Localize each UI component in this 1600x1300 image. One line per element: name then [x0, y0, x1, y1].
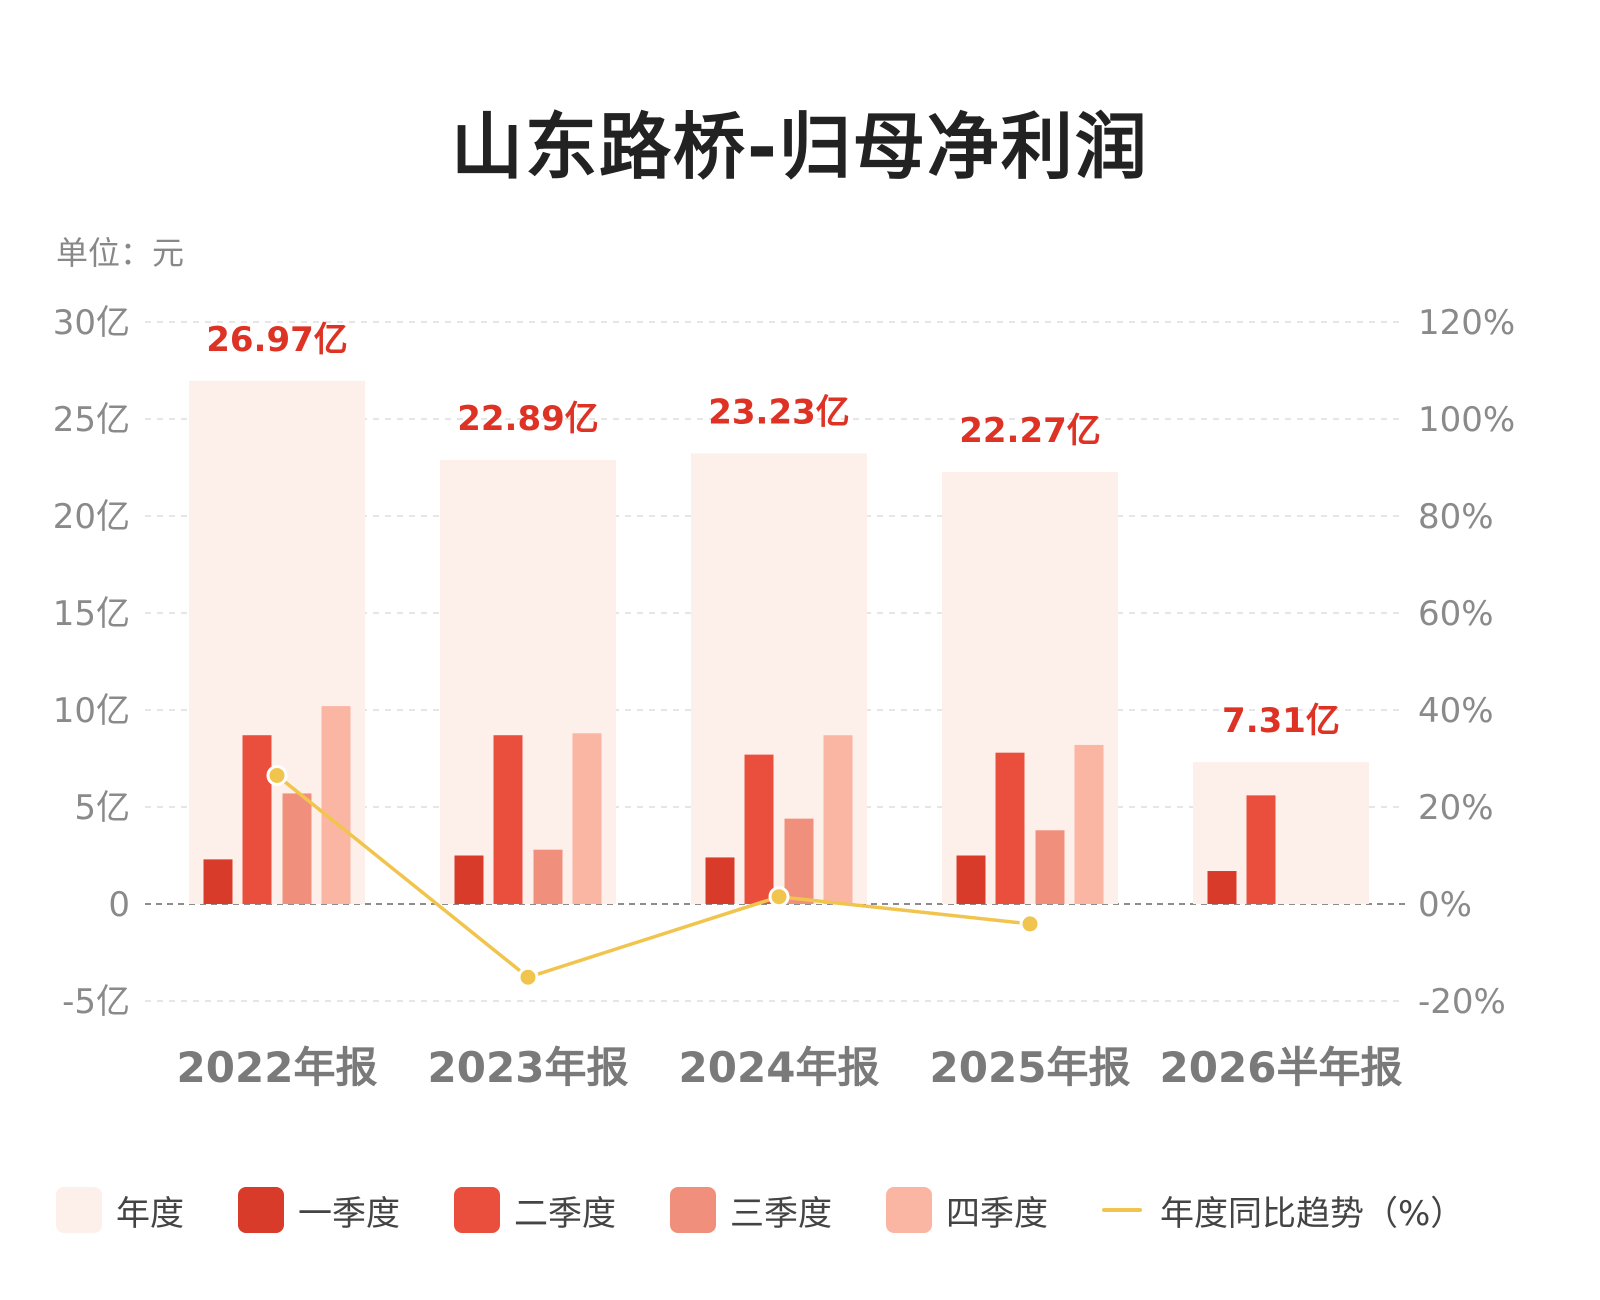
x-category-label: 2025年报 [930, 1043, 1131, 1092]
y-tick-label: -5亿 [62, 982, 130, 1022]
trend-point [266, 764, 288, 786]
annual-value-label: 22.27亿 [959, 411, 1101, 451]
legend-label: 二季度 [514, 1193, 616, 1234]
annual-value-label: 26.97亿 [206, 320, 348, 360]
unit-label: 单位：元 [56, 234, 185, 272]
q1-bar [454, 855, 484, 904]
q2-bar [744, 754, 774, 904]
annual-value-label: 22.89亿 [457, 399, 599, 439]
y-tick-label: 0 [108, 885, 130, 925]
y-tick-label: 15亿 [53, 594, 130, 634]
q3-bar [784, 818, 814, 904]
legend-swatch [56, 1187, 102, 1233]
legend-label: 三季度 [730, 1193, 832, 1234]
legend-swatch [238, 1187, 284, 1233]
legend-label: 年度 [116, 1193, 184, 1234]
y2-tick-label: 120% [1418, 303, 1515, 343]
q3-bar [533, 849, 563, 904]
legend-item-q4: 四季度 [886, 1186, 1048, 1235]
q2-bar [1246, 795, 1276, 904]
q4-bar [1074, 744, 1104, 904]
legend-swatch [886, 1187, 932, 1233]
legend: 年度 一季度 二季度 三季度 四季度 年度同比趋势（%） [56, 1185, 1556, 1235]
trend-line [275, 774, 1031, 980]
legend-item-q2: 二季度 [454, 1186, 616, 1235]
q4-bar [572, 733, 602, 904]
q3-bar [1035, 830, 1065, 904]
y-tick-label: 10亿 [53, 691, 130, 731]
q2-bar [242, 735, 272, 904]
q1-bar [705, 857, 735, 904]
x-category-label: 2023年报 [428, 1043, 629, 1092]
y2-tick-label: 100% [1418, 400, 1515, 440]
q2-bar [493, 735, 523, 904]
q1-bar [956, 855, 986, 904]
y2-tick-label: 20% [1418, 788, 1494, 828]
q3-bar [282, 793, 312, 904]
legend-item-trend: 年度同比趋势（%） [1102, 1186, 1464, 1235]
x-category-label: 2024年报 [679, 1043, 880, 1092]
x-category-label: 2026半年报 [1160, 1043, 1403, 1092]
trend-point [768, 886, 790, 908]
y-tick-label: 30亿 [53, 303, 130, 343]
legend-item-annual: 年度 [56, 1186, 184, 1235]
legend-item-q1: 一季度 [238, 1186, 400, 1235]
trend-point [1019, 913, 1041, 935]
y2-tick-label: 60% [1418, 594, 1494, 634]
y2-tick-label: 80% [1418, 497, 1494, 537]
legend-label: 一季度 [298, 1193, 400, 1234]
y2-tick-label: 0% [1418, 885, 1472, 925]
legend-label: 年度同比趋势（%） [1160, 1193, 1465, 1234]
y2-tick-label: -20% [1418, 982, 1506, 1022]
legend-label: 四季度 [946, 1193, 1048, 1234]
annual-value-label: 23.23亿 [708, 392, 850, 432]
legend-item-q3: 三季度 [670, 1186, 832, 1235]
trend-point [517, 966, 539, 988]
chart-plot: 30亿 25亿 20亿 15亿 10亿 5亿 0 -5亿 120% 100% 80% 60% 40% 20… [53, 303, 1515, 1092]
q1-bar [203, 859, 233, 904]
q1-bar [1207, 871, 1237, 904]
y-tick-label: 25亿 [53, 400, 130, 440]
legend-swatch [670, 1187, 716, 1233]
q4-bar [321, 706, 351, 904]
chart-title: 山东路桥-归母净利润 [451, 105, 1149, 189]
y-tick-label: 20亿 [53, 497, 130, 537]
q4-bar [823, 735, 853, 904]
q2-bar [995, 752, 1025, 904]
x-category-label: 2022年报 [177, 1043, 378, 1092]
y-tick-label: 5亿 [74, 788, 130, 828]
legend-swatch [454, 1187, 500, 1233]
annual-value-label: 7.31亿 [1222, 701, 1340, 741]
y2-tick-label: 40% [1418, 691, 1494, 731]
legend-line-swatch [1102, 1208, 1142, 1212]
